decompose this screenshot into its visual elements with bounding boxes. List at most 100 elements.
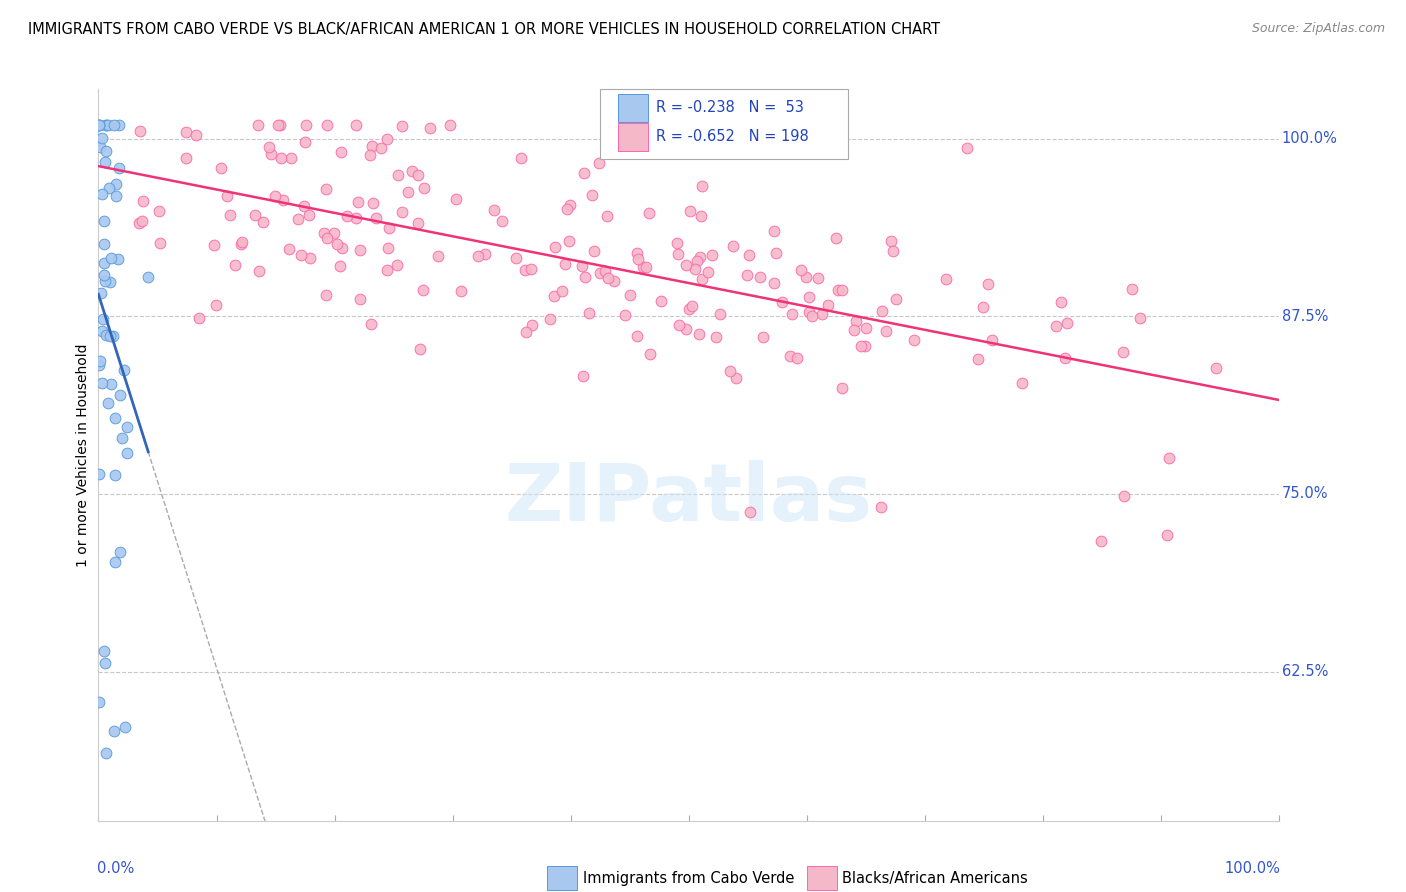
Point xyxy=(361,138,384,153)
Point xyxy=(763,224,786,238)
Point xyxy=(558,234,581,248)
Point xyxy=(626,246,648,260)
Point xyxy=(786,351,808,365)
Point xyxy=(817,298,839,312)
Point xyxy=(571,259,593,273)
Point xyxy=(555,202,578,216)
Point xyxy=(853,339,876,353)
Point xyxy=(246,118,269,132)
Point xyxy=(474,247,496,261)
Point xyxy=(981,333,1004,347)
Point xyxy=(704,330,727,344)
Point xyxy=(100,329,122,343)
Point xyxy=(205,298,228,312)
Point xyxy=(903,333,925,347)
Point xyxy=(748,270,770,285)
Point xyxy=(880,234,903,248)
Point xyxy=(721,239,744,253)
Point xyxy=(520,318,543,333)
Point xyxy=(349,292,371,306)
Point xyxy=(884,293,907,307)
Point xyxy=(174,125,197,139)
Point xyxy=(266,118,288,132)
Text: 62.5%: 62.5% xyxy=(1282,664,1329,679)
Text: R = -0.238   N =  53: R = -0.238 N = 53 xyxy=(655,100,804,115)
Point xyxy=(94,746,117,760)
Point xyxy=(260,146,283,161)
Point xyxy=(679,204,702,219)
Point xyxy=(96,327,118,342)
Point xyxy=(650,294,672,309)
Point xyxy=(364,211,387,226)
Point xyxy=(209,161,232,175)
Point xyxy=(104,556,127,570)
Point xyxy=(93,644,115,658)
Text: 100.0%: 100.0% xyxy=(1282,131,1337,146)
Point xyxy=(229,237,252,252)
Point xyxy=(790,263,813,277)
Point xyxy=(391,120,413,134)
Point xyxy=(849,339,872,353)
Point xyxy=(117,446,139,460)
Point xyxy=(87,118,110,132)
Point xyxy=(690,178,713,193)
Point xyxy=(271,193,294,207)
Point xyxy=(377,241,399,255)
Point xyxy=(596,209,619,223)
Text: R = -0.652   N = 198: R = -0.652 N = 198 xyxy=(655,129,808,145)
Point xyxy=(97,396,120,410)
Point xyxy=(93,237,115,252)
Point xyxy=(966,352,988,367)
Point xyxy=(103,329,125,343)
Point xyxy=(1156,528,1178,542)
Point xyxy=(90,285,112,300)
Point xyxy=(619,288,641,302)
Point xyxy=(845,314,868,328)
Point xyxy=(935,272,957,286)
Point xyxy=(112,363,135,377)
Point xyxy=(572,166,595,180)
Point xyxy=(482,203,505,218)
Point xyxy=(675,322,697,336)
Point xyxy=(91,186,114,201)
Point xyxy=(128,216,150,230)
Point xyxy=(315,288,337,302)
Point xyxy=(638,347,661,361)
Point xyxy=(409,343,432,357)
Point xyxy=(824,230,846,244)
Point xyxy=(603,274,626,288)
Point xyxy=(1054,351,1077,365)
Point xyxy=(91,131,114,145)
Point xyxy=(589,266,612,280)
Point xyxy=(149,235,172,250)
Point xyxy=(831,283,853,297)
Point xyxy=(94,274,117,288)
Point xyxy=(377,221,399,235)
Point xyxy=(290,248,312,262)
Point xyxy=(94,656,117,670)
Point xyxy=(626,328,648,343)
Point xyxy=(596,271,619,285)
Point xyxy=(312,227,335,241)
Point xyxy=(855,321,877,335)
Point xyxy=(100,251,122,265)
Point xyxy=(1157,450,1180,465)
Point xyxy=(762,276,785,290)
Point xyxy=(115,420,138,434)
Point xyxy=(401,164,423,178)
Point xyxy=(811,307,834,321)
Point xyxy=(224,259,246,273)
Point xyxy=(329,259,352,273)
Point xyxy=(105,177,128,191)
Point xyxy=(543,289,565,303)
Point xyxy=(1050,295,1073,310)
Point xyxy=(114,720,136,734)
Point xyxy=(675,258,697,272)
Point xyxy=(1114,489,1136,503)
Point xyxy=(299,251,322,265)
Point xyxy=(98,275,121,289)
Point xyxy=(252,215,274,229)
Point xyxy=(972,300,994,314)
Point xyxy=(797,305,820,319)
Point xyxy=(184,128,207,143)
